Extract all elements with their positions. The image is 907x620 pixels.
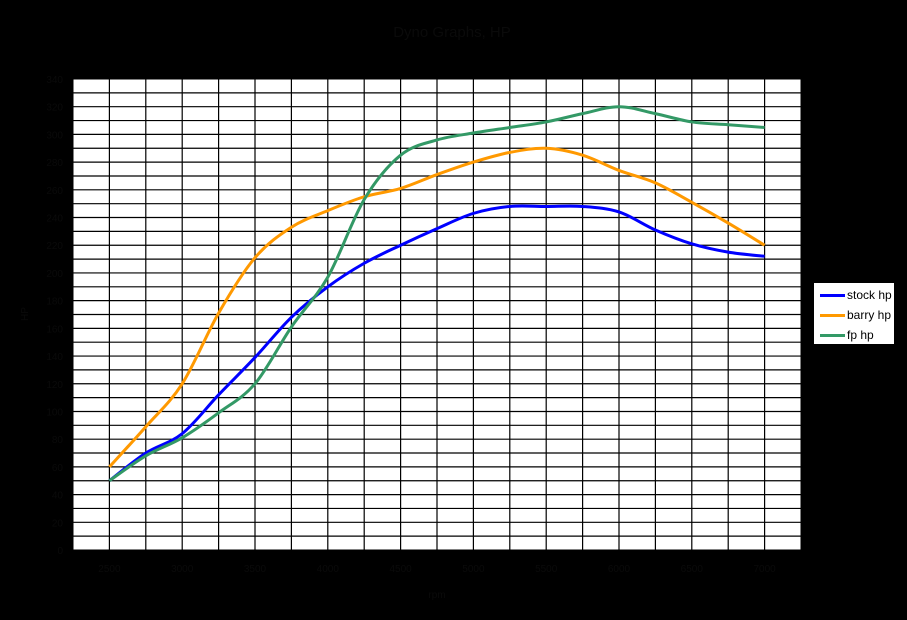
y-axis-ticks: 0 20 40 60 80 100 120 140 160 180 200 220 240 260 280 3… bbox=[46, 75, 63, 557]
legend-label: fp hp bbox=[847, 328, 874, 342]
svg-text:3500: 3500 bbox=[244, 564, 267, 575]
svg-text:220: 220 bbox=[46, 241, 63, 252]
data-series bbox=[108, 105, 766, 482]
svg-text:3000: 3000 bbox=[171, 564, 194, 575]
svg-text:4500: 4500 bbox=[389, 564, 412, 575]
legend-swatch-icon bbox=[820, 333, 845, 337]
legend-swatch-icon bbox=[820, 293, 845, 297]
svg-text:6500: 6500 bbox=[681, 564, 704, 575]
svg-text:320: 320 bbox=[46, 103, 63, 114]
svg-text:5500: 5500 bbox=[535, 564, 558, 575]
svg-text:160: 160 bbox=[46, 324, 63, 335]
grid-lines bbox=[73, 79, 801, 550]
svg-text:140: 140 bbox=[46, 352, 63, 363]
svg-text:200: 200 bbox=[46, 269, 63, 280]
svg-text:300: 300 bbox=[46, 130, 63, 141]
svg-text:6000: 6000 bbox=[608, 564, 631, 575]
svg-text:280: 280 bbox=[46, 158, 63, 169]
svg-text:100: 100 bbox=[46, 407, 63, 418]
legend-label: stock hp bbox=[847, 288, 892, 302]
series-line-stock-hp bbox=[108, 204, 765, 482]
chart-title: Dyno Graphs, HP bbox=[393, 24, 511, 41]
legend-swatch-icon bbox=[820, 313, 845, 317]
svg-text:4000: 4000 bbox=[317, 564, 340, 575]
svg-text:7000: 7000 bbox=[753, 564, 776, 575]
svg-text:5000: 5000 bbox=[462, 564, 485, 575]
legend-item-stock-hp: stock hp bbox=[820, 287, 892, 303]
legend: stock hp barry hp fp hp bbox=[813, 282, 895, 345]
y-axis-label: HP bbox=[20, 307, 31, 321]
legend-item-fp-hp: fp hp bbox=[820, 327, 874, 343]
svg-text:120: 120 bbox=[46, 380, 63, 391]
series-line-fp-hp bbox=[108, 105, 765, 482]
svg-text:340: 340 bbox=[46, 75, 63, 86]
svg-text:20: 20 bbox=[52, 518, 64, 529]
svg-text:80: 80 bbox=[52, 435, 64, 446]
series-line-barry-hp bbox=[108, 146, 766, 468]
svg-text:180: 180 bbox=[46, 297, 63, 308]
x-axis-label: rpm bbox=[428, 590, 445, 601]
svg-text:2500: 2500 bbox=[98, 564, 121, 575]
svg-text:60: 60 bbox=[52, 463, 64, 474]
svg-text:240: 240 bbox=[46, 214, 63, 225]
svg-text:260: 260 bbox=[46, 186, 63, 197]
x-axis-ticks: 2500 3000 3500 4000 4500 5000 5500 6000 6500 7000 bbox=[98, 564, 776, 575]
svg-text:0: 0 bbox=[57, 546, 63, 557]
legend-item-barry-hp: barry hp bbox=[820, 307, 891, 323]
legend-label: barry hp bbox=[847, 308, 892, 322]
svg-text:40: 40 bbox=[52, 491, 64, 502]
